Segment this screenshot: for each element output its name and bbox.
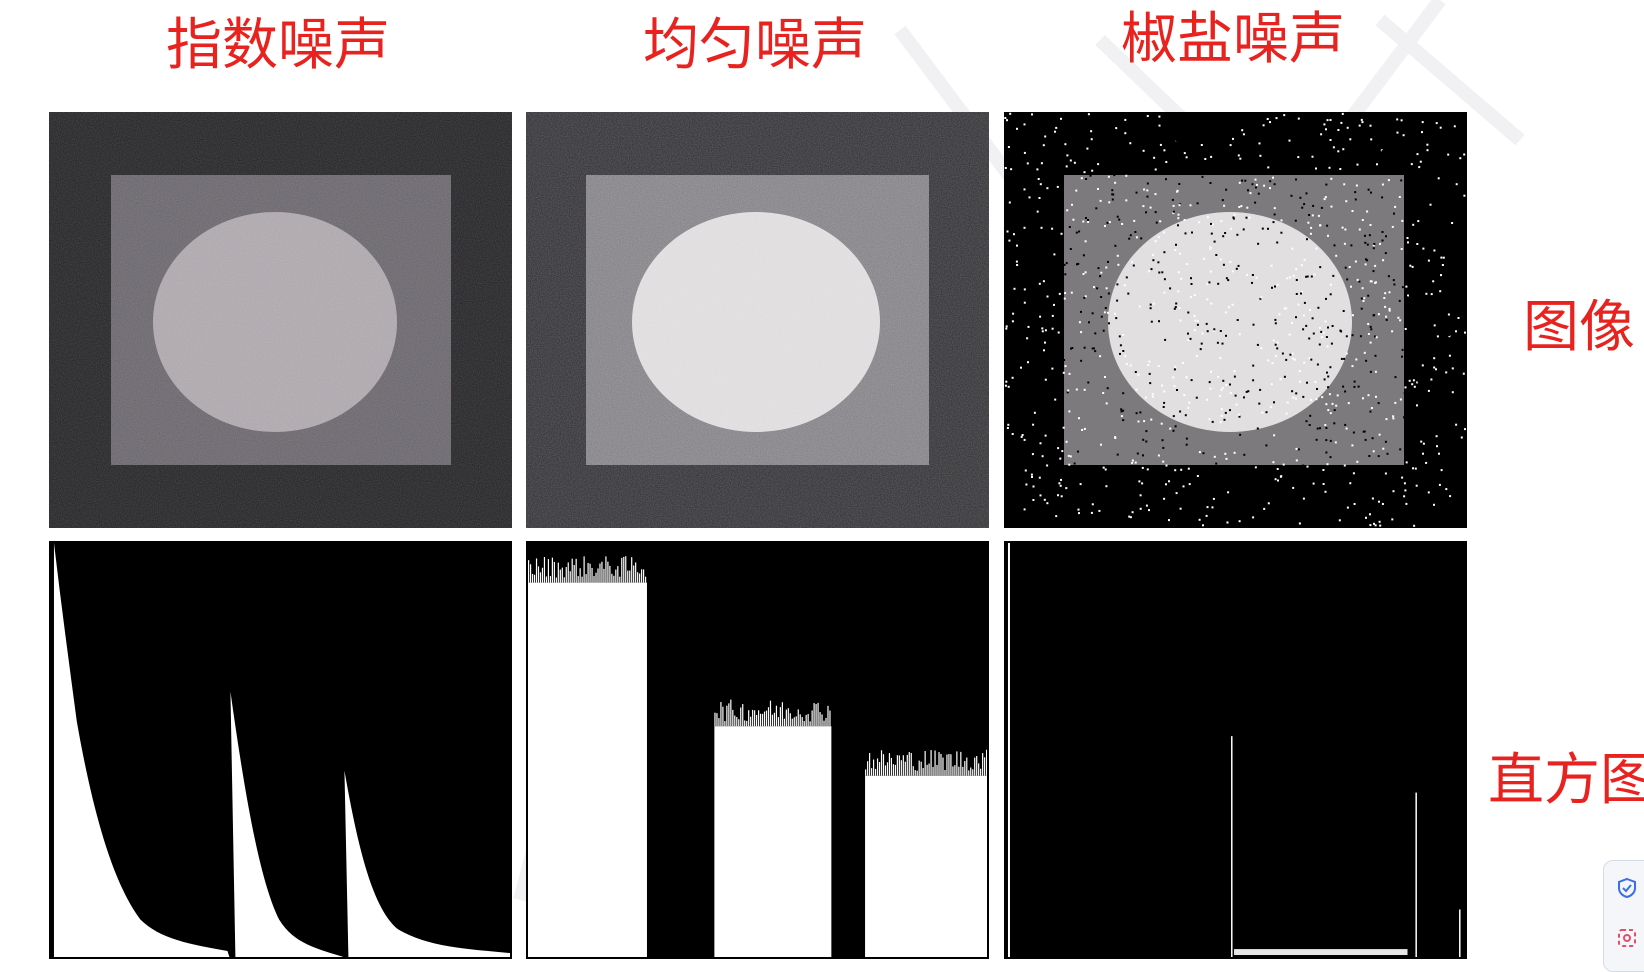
histogram-uniform-noise	[526, 541, 989, 959]
title-salt-pepper-noise: 椒盐噪声	[1121, 7, 1345, 72]
floating-side-widget	[1603, 860, 1644, 972]
title-exponential-noise: 指数噪声	[166, 13, 390, 78]
image-uniform-noise	[526, 112, 989, 528]
title-uniform-noise: 均匀噪声	[643, 13, 867, 78]
shield-check-icon[interactable]	[1614, 875, 1640, 901]
row-label-image: 图像	[1523, 295, 1635, 360]
screenshot-icon[interactable]	[1614, 925, 1640, 951]
row-label-histogram: 直方图	[1488, 748, 1644, 813]
image-exponential-noise	[49, 112, 512, 528]
image-salt-pepper-noise	[1004, 112, 1467, 528]
histogram-exponential-noise	[49, 541, 512, 959]
histogram-salt-pepper-noise	[1004, 541, 1467, 959]
